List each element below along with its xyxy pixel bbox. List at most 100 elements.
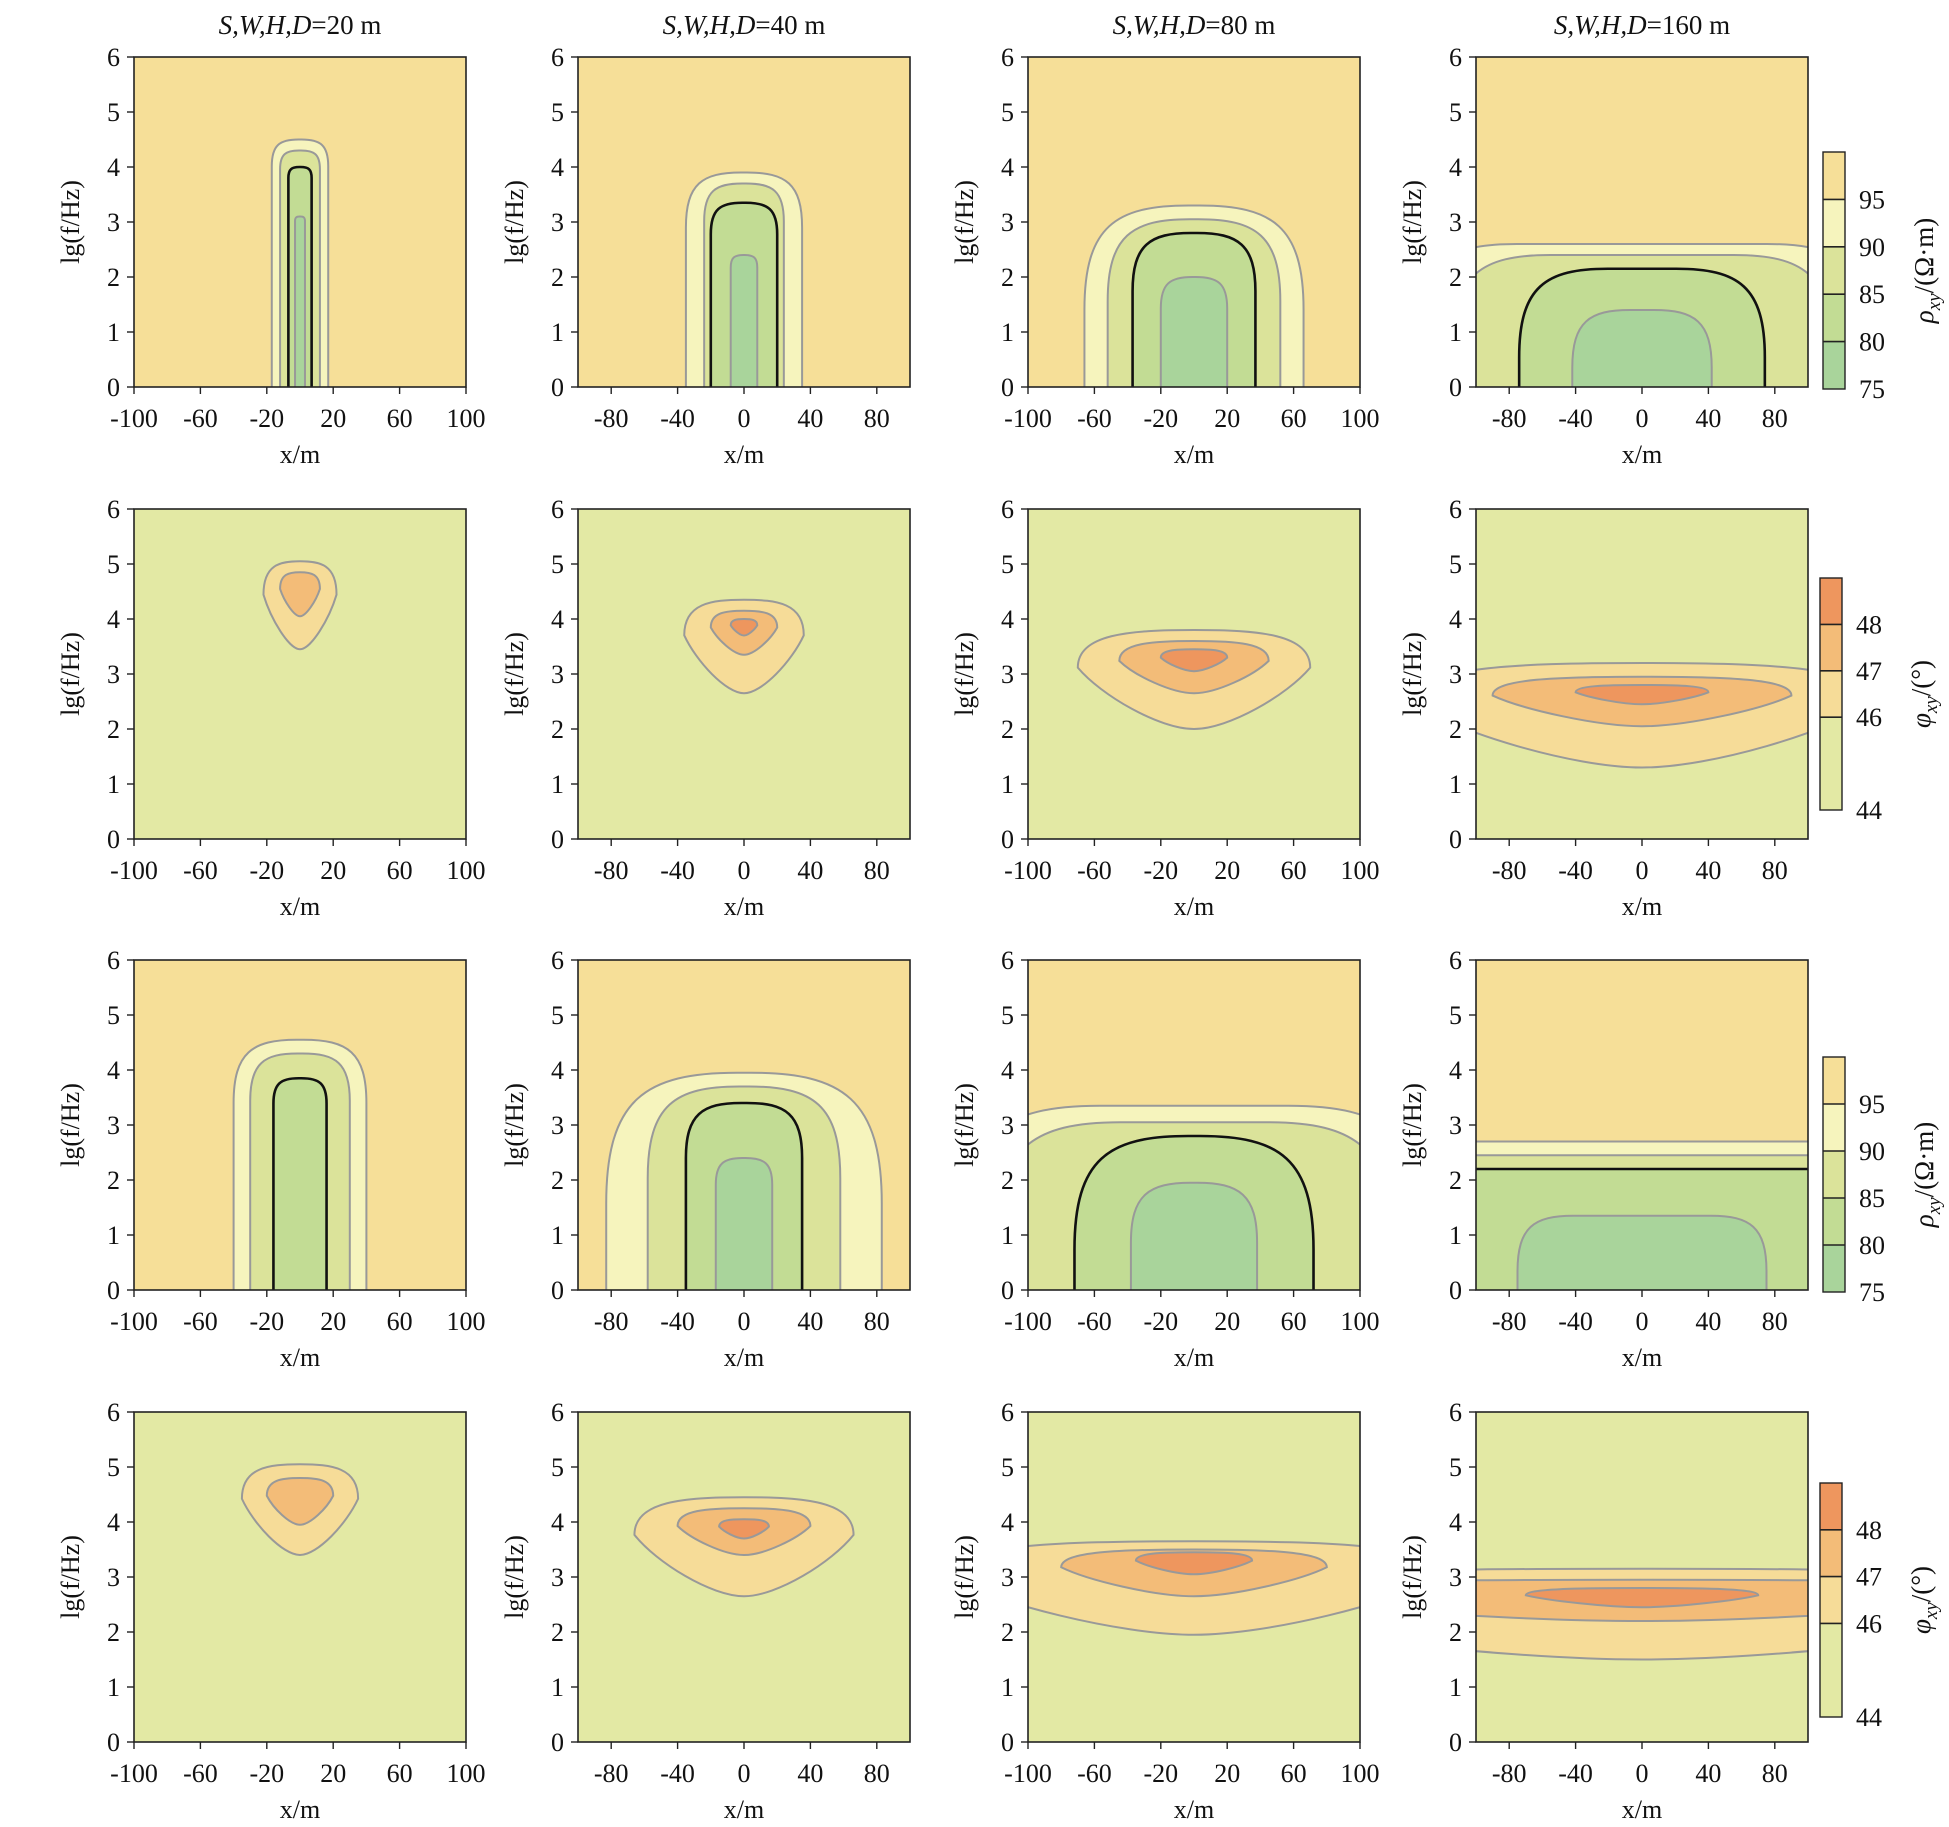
x-tick-label: 80 (864, 404, 890, 433)
contour-level-48 (729, 617, 759, 637)
subplot-r3-c2: 0 1 2 3 4 5 6 -80 -40 0 40 80 x/m lg(f/Hz) (500, 946, 911, 1372)
contour-level-47 (279, 571, 321, 618)
x-tick-label: 80 (864, 1307, 890, 1336)
x-tick-label: -20 (249, 404, 284, 433)
x-tick-label: -60 (183, 404, 218, 433)
y-tick-label: 6 (107, 946, 120, 975)
colorbar-label-unit: /(Ω·m) (1909, 218, 1939, 294)
colorbar-band (1820, 1623, 1842, 1717)
y-tick-label: 6 (1449, 1398, 1462, 1427)
x-tick-label: 40 (1695, 1759, 1721, 1788)
x-tick-label: 20 (320, 404, 346, 433)
x-axis-label: x/m (1622, 892, 1662, 921)
contour-layer (262, 560, 338, 651)
colorbar-band (1823, 294, 1845, 342)
y-tick-label: 3 (1001, 660, 1014, 689)
x-tick-label: 60 (1281, 404, 1307, 433)
y-tick-label: 5 (1449, 550, 1462, 579)
colorbar-label-subscript: xy (1924, 293, 1945, 311)
colorbar-label-unit: /(°) (1906, 660, 1936, 696)
y-tick-label: 5 (1449, 1453, 1462, 1482)
subplot-r3-c3: 0 1 2 3 4 5 6 -100 -60 -20 20 60 100 x/m lg(f/Hz) (950, 946, 1380, 1372)
y-tick-label: 1 (1449, 1221, 1462, 1250)
x-tick-label: -20 (249, 1307, 284, 1336)
x-tick-label: 60 (1281, 1759, 1307, 1788)
y-tick-label: 4 (551, 605, 564, 634)
colorbar-label: ρxy/(Ω·m) (1909, 218, 1945, 324)
y-tick-label: 4 (1001, 153, 1014, 182)
subplot-r4-c2: 0 1 2 3 4 5 6 -80 -40 0 40 80 x/m lg(f/Hz) (500, 1398, 911, 1824)
contour-layer (1476, 1140, 1808, 1290)
x-tick-label: 0 (738, 404, 751, 433)
y-tick-label: 3 (1449, 660, 1462, 689)
y-tick-label: 5 (551, 1001, 564, 1030)
column-title-vars: S,W,H,D (663, 10, 756, 40)
colorbar-tick-label: 48 (1856, 1516, 1882, 1545)
x-tick-label: 40 (797, 1307, 823, 1336)
y-tick-label: 4 (1449, 605, 1462, 634)
x-tick-label: -100 (1004, 856, 1052, 885)
y-tick-label: 0 (551, 373, 564, 402)
y-axis-label: lg(f/Hz) (1398, 1083, 1427, 1167)
contour-layer (1476, 243, 1808, 387)
colorbar-band (1823, 1198, 1845, 1245)
y-tick-label: 1 (551, 1221, 564, 1250)
y-axis-label: lg(f/Hz) (950, 1083, 979, 1167)
y-tick-label: 3 (551, 1563, 564, 1592)
y-tick-label: 0 (551, 825, 564, 854)
subplot-r1-c4: 0 1 2 3 4 5 6 -80 -40 0 40 80 x/m lg(f/Hz) (1398, 43, 1809, 469)
y-tick-label: 3 (551, 208, 564, 237)
y-axis-label: lg(f/Hz) (56, 180, 85, 264)
colorbar-tick-label: 46 (1856, 1609, 1882, 1638)
contour-layer (232, 1038, 368, 1290)
x-tick-label: -60 (183, 1307, 218, 1336)
column-title-value: =40 m (755, 10, 825, 40)
x-tick-label: -100 (1004, 404, 1052, 433)
y-tick-label: 4 (1449, 1056, 1462, 1085)
y-tick-label: 2 (107, 1618, 120, 1647)
y-tick-label: 0 (107, 1728, 120, 1757)
y-tick-label: 2 (107, 715, 120, 744)
y-tick-label: 6 (1001, 43, 1014, 72)
y-tick-label: 3 (107, 208, 120, 237)
x-tick-label: -60 (183, 1759, 218, 1788)
x-axis-label: x/m (724, 1795, 764, 1824)
contour-level-80 (1129, 1181, 1259, 1290)
x-tick-label: -40 (1558, 404, 1593, 433)
colorbar-label: ρxy/(Ω·m) (1909, 1122, 1945, 1228)
x-tick-label: -100 (110, 856, 158, 885)
colorbar-band (1820, 717, 1842, 810)
y-tick-label: 3 (107, 1563, 120, 1592)
y-tick-label: 2 (551, 263, 564, 292)
colorbar-band (1823, 341, 1845, 389)
colorbar-frame (1822, 1056, 1846, 1293)
colorbar-label: φxy/(°) (1906, 1566, 1942, 1634)
colorbar-label-unit: /(°) (1906, 1566, 1936, 1602)
x-tick-label: 20 (320, 856, 346, 885)
colorbar-band (1823, 1151, 1845, 1198)
y-tick-label: 3 (107, 1111, 120, 1140)
y-tick-label: 5 (1449, 98, 1462, 127)
x-tick-label: -40 (1558, 1759, 1593, 1788)
contour-layer (1083, 204, 1305, 387)
x-axis-label: x/m (1174, 1795, 1214, 1824)
y-tick-label: 5 (107, 1001, 120, 1030)
y-tick-label: 6 (107, 495, 120, 524)
x-tick-label: -40 (660, 1759, 695, 1788)
y-tick-label: 4 (107, 605, 120, 634)
colorbar-label-subscript: xy (1921, 696, 1942, 714)
x-tick-label: 0 (1636, 404, 1649, 433)
contour-layer (1476, 661, 1808, 769)
x-tick-label: -40 (660, 856, 695, 885)
column-title-vars: S,W,H,D (1554, 10, 1647, 40)
x-tick-label: 40 (797, 404, 823, 433)
contour-level-48 (718, 1518, 770, 1540)
column-title: S,W,H,D=80 m (1113, 10, 1276, 40)
y-tick-label: 0 (1449, 1728, 1462, 1757)
y-tick-label: 0 (107, 1276, 120, 1305)
y-tick-label: 0 (1001, 1276, 1014, 1305)
colorbar-label-unit: /(Ω·m) (1909, 1122, 1939, 1198)
contour-level-80 (1571, 309, 1713, 387)
x-tick-label: 20 (1214, 1759, 1240, 1788)
x-tick-label: 60 (387, 404, 413, 433)
